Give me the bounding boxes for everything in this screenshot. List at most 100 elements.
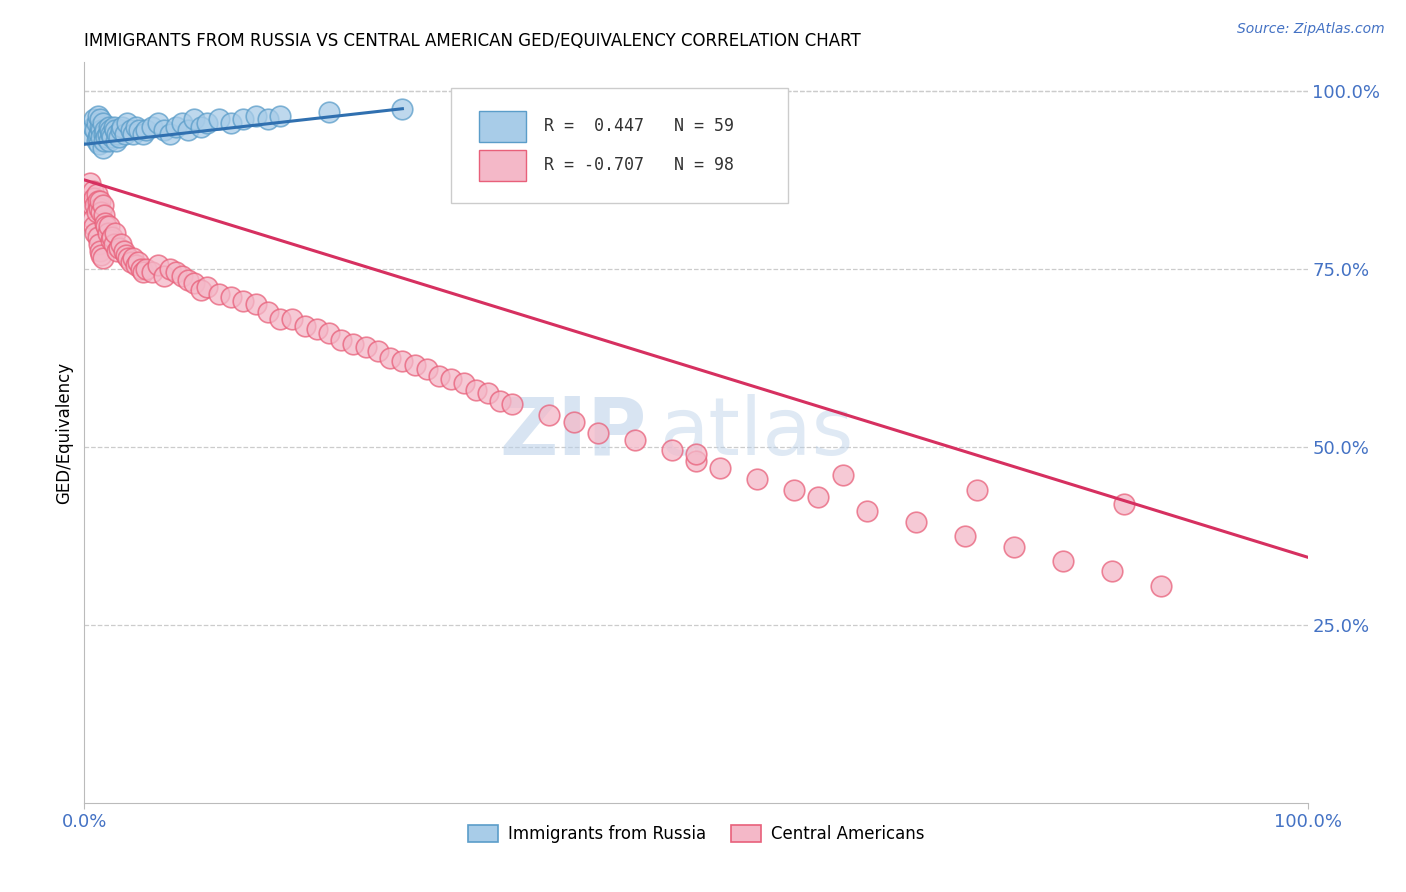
Point: [100, 127, 122, 141]
FancyBboxPatch shape: [479, 150, 526, 181]
Point: [146, 116, 169, 130]
Point: [159, 127, 181, 141]
Point: [165, 120, 187, 134]
Point: [232, 112, 254, 127]
Point: [1114, 497, 1136, 511]
Point: [153, 123, 176, 137]
Point: [342, 336, 364, 351]
Point: [89, 244, 111, 258]
Point: [90, 247, 112, 261]
Point: [141, 265, 163, 279]
Point: [97, 219, 120, 234]
Point: [685, 447, 707, 461]
FancyBboxPatch shape: [451, 88, 787, 203]
Point: [177, 272, 200, 286]
Point: [110, 123, 132, 137]
Point: [93, 209, 115, 223]
Point: [208, 286, 231, 301]
Point: [747, 472, 769, 486]
Text: Source: ZipAtlas.com: Source: ZipAtlas.com: [1237, 22, 1385, 37]
Point: [269, 311, 291, 326]
Point: [831, 468, 853, 483]
Point: [104, 227, 127, 241]
Point: [856, 504, 879, 518]
Point: [208, 112, 231, 127]
Point: [1150, 579, 1173, 593]
Point: [86, 187, 108, 202]
Point: [391, 102, 413, 116]
Point: [97, 127, 120, 141]
Point: [125, 120, 148, 134]
Point: [93, 134, 115, 148]
Point: [281, 311, 304, 326]
Point: [453, 376, 475, 390]
Point: [90, 130, 112, 145]
Point: [86, 134, 108, 148]
Point: [82, 184, 104, 198]
Point: [90, 123, 112, 137]
Point: [562, 415, 585, 429]
Point: [89, 194, 111, 209]
Point: [87, 194, 110, 209]
Point: [953, 529, 976, 543]
Point: [84, 198, 107, 212]
Point: [135, 123, 157, 137]
Point: [966, 483, 988, 497]
Point: [97, 227, 120, 241]
Point: [89, 120, 111, 134]
Point: [489, 393, 512, 408]
Point: [97, 120, 120, 134]
Point: [128, 123, 150, 137]
Point: [101, 230, 124, 244]
Point: [93, 127, 115, 141]
Point: [105, 244, 128, 258]
Point: [80, 198, 103, 212]
Point: [132, 127, 155, 141]
Point: [1002, 540, 1025, 554]
Point: [159, 261, 181, 276]
Point: [127, 254, 149, 268]
Point: [94, 216, 117, 230]
Point: [125, 258, 148, 272]
FancyBboxPatch shape: [479, 111, 526, 142]
Point: [219, 290, 242, 304]
Point: [135, 261, 157, 276]
Point: [103, 120, 125, 134]
Point: [129, 261, 152, 276]
Point: [82, 120, 104, 134]
Point: [440, 372, 463, 386]
Point: [232, 293, 254, 308]
Point: [84, 227, 107, 241]
Point: [502, 397, 524, 411]
Point: [709, 461, 731, 475]
Point: [87, 130, 110, 145]
Point: [404, 358, 426, 372]
Point: [153, 268, 176, 283]
Point: [661, 443, 683, 458]
Point: [120, 254, 142, 268]
Point: [685, 454, 707, 468]
Point: [122, 127, 145, 141]
Point: [141, 120, 163, 134]
Point: [367, 343, 389, 358]
Point: [115, 247, 138, 261]
Text: R =  0.447   N = 59: R = 0.447 N = 59: [544, 117, 734, 135]
Point: [111, 120, 134, 134]
Point: [219, 116, 242, 130]
Text: ZIP: ZIP: [499, 393, 647, 472]
Point: [354, 340, 377, 354]
Point: [257, 304, 280, 318]
Point: [86, 116, 108, 130]
Point: [257, 112, 280, 127]
Point: [103, 237, 125, 252]
Point: [807, 490, 830, 504]
Point: [177, 123, 200, 137]
Text: IMMIGRANTS FROM RUSSIA VS CENTRAL AMERICAN GED/EQUIVALENCY CORRELATION CHART: IMMIGRANTS FROM RUSSIA VS CENTRAL AMERIC…: [84, 32, 860, 50]
Point: [97, 134, 120, 148]
Point: [91, 251, 114, 265]
Point: [87, 137, 110, 152]
Point: [783, 483, 806, 497]
Point: [172, 116, 194, 130]
Point: [538, 408, 561, 422]
Point: [318, 105, 340, 120]
